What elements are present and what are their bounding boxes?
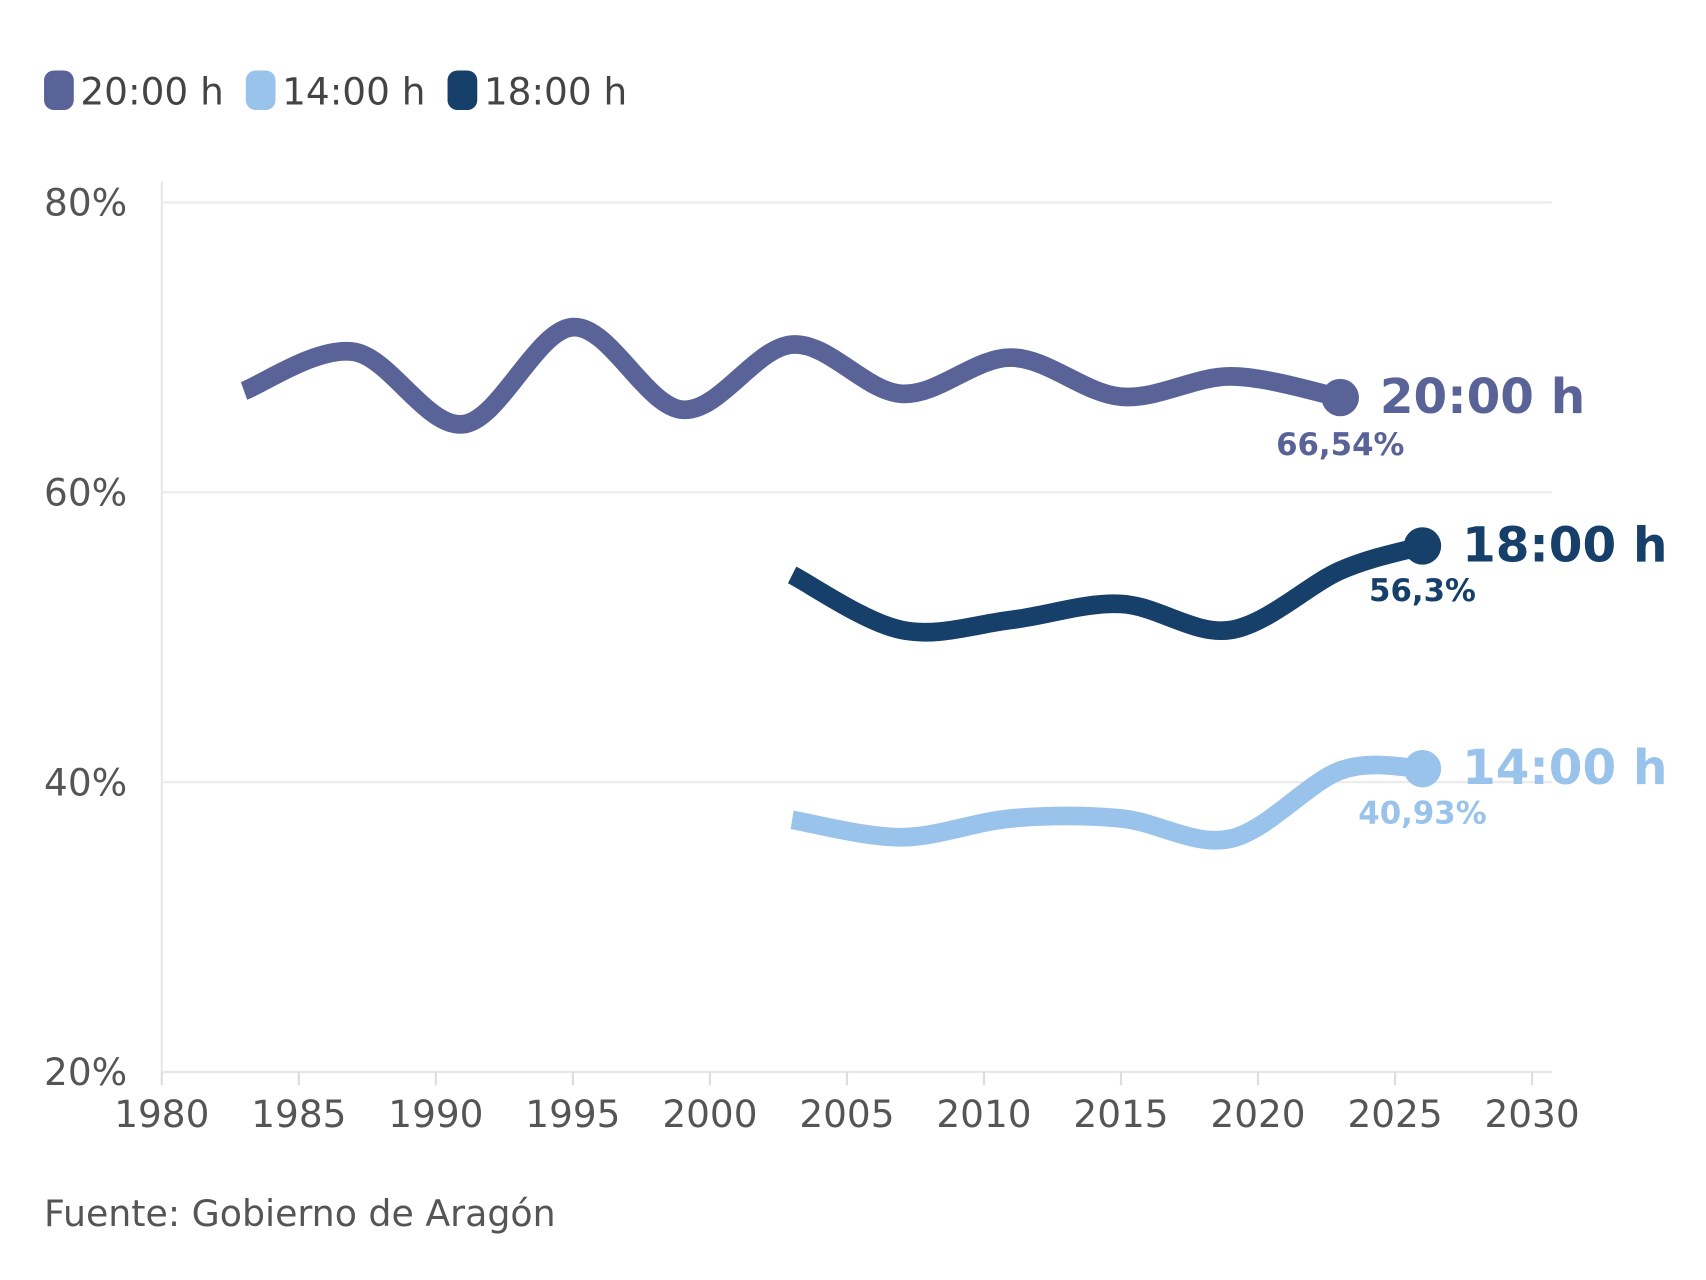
series-group: 20:00 h66,54% 14:00 h40,93% 18:00 h56,3%: [240, 317, 1667, 850]
y-tick-label: 40%: [44, 760, 127, 804]
series-line: [790, 755, 1423, 850]
end-label: 20:00 h: [1380, 369, 1585, 425]
series-1800: 18:00 h56,3%: [787, 517, 1667, 642]
value-label: 56,3%: [1369, 573, 1476, 609]
x-tick-label: 2010: [936, 1092, 1031, 1136]
x-tick-label: 2025: [1347, 1092, 1442, 1136]
x-tick-label: 2015: [1073, 1092, 1168, 1136]
value-label: 40,93%: [1358, 796, 1486, 832]
y-tick-label: 20%: [44, 1050, 127, 1094]
x-tick-label: 1980: [114, 1092, 209, 1136]
x-tick-label: 2030: [1484, 1092, 1579, 1136]
x-tick-label: 1985: [251, 1092, 346, 1136]
legend-label: 20:00 h: [80, 70, 223, 114]
end-marker: [1403, 527, 1442, 565]
x-tick-label: 1990: [388, 1092, 483, 1136]
grid: [160, 181, 1552, 1074]
source-note: Fuente: Gobierno de Aragón: [44, 1192, 556, 1235]
x-tick-label: 2005: [799, 1092, 894, 1136]
series-2000: 20:00 h66,54%: [240, 317, 1585, 463]
end-label: 18:00 h: [1462, 517, 1667, 573]
x-tick-label: 2000: [662, 1092, 757, 1136]
series-line: [787, 536, 1426, 642]
end-marker: [1321, 378, 1359, 417]
x-axis: 1980 1985 1990 1995 2000 2005 2010 2015 2020 2025…: [114, 1071, 1580, 1136]
legend-swatch: [447, 70, 478, 111]
x-tick-label: 1995: [525, 1092, 620, 1136]
end-marker: [1403, 749, 1442, 788]
legend-swatch: [245, 70, 276, 111]
legend-label: 14:00 h: [282, 70, 425, 114]
series-line: [240, 317, 1343, 434]
y-axis: 20% 40% 60% 80%: [44, 181, 127, 1094]
y-tick-label: 80%: [44, 181, 127, 225]
x-tick-label: 2020: [1210, 1092, 1305, 1136]
legend-label: 18:00 h: [484, 70, 627, 114]
legend-swatch: [44, 70, 74, 111]
value-label: 66,54%: [1276, 427, 1404, 463]
series-1400: 14:00 h40,93%: [790, 740, 1667, 850]
y-tick-label: 60%: [44, 471, 127, 515]
legend: 20:00 h 14:00 h 18:00 h: [44, 70, 627, 114]
end-label: 14:00 h: [1462, 740, 1667, 796]
